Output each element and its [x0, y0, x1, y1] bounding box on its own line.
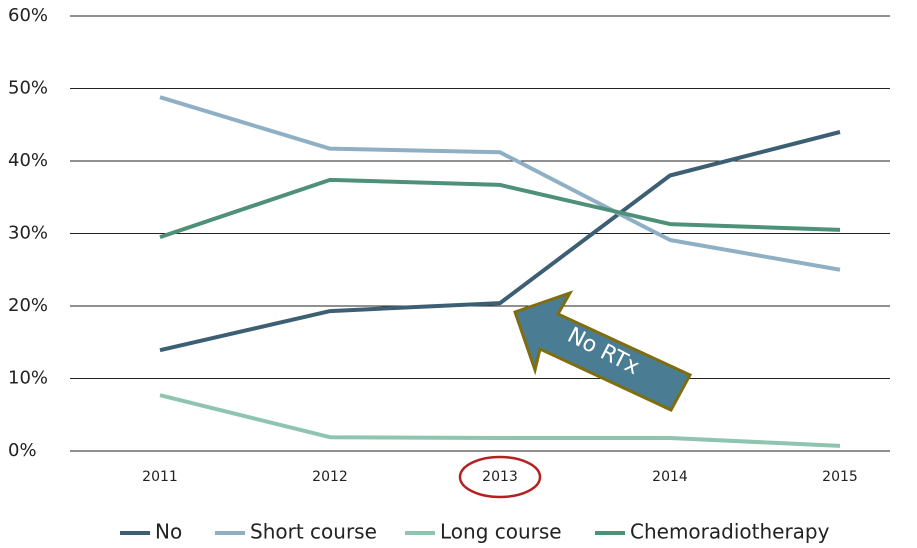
series-line — [159, 177, 841, 240]
legend-label: Chemoradiotherapy — [630, 520, 830, 544]
highlight-circle — [458, 455, 542, 499]
legend-label: Short course — [250, 520, 377, 544]
y-tick-label: 40% — [8, 150, 48, 171]
x-tick-label: 2015 — [822, 469, 858, 485]
series-line — [159, 130, 841, 353]
series-line — [159, 393, 841, 448]
x-tick-label: 2013 — [482, 469, 518, 485]
y-tick-label: 50% — [8, 78, 48, 99]
x-tick-label: 2011 — [142, 469, 178, 485]
legend-label: Long course — [440, 520, 562, 544]
y-tick-label: 10% — [8, 368, 48, 389]
y-tick-label: 20% — [8, 295, 48, 316]
x-tick-label: 2014 — [652, 469, 688, 485]
y-tick-label: 0% — [8, 440, 37, 461]
x-tick-label: 2012 — [312, 469, 348, 485]
y-tick-label: 30% — [8, 223, 48, 244]
y-tick-label: 60% — [8, 5, 48, 26]
legend-label: No — [155, 520, 182, 544]
series-line — [159, 95, 841, 272]
annotation-arrow — [513, 290, 693, 412]
